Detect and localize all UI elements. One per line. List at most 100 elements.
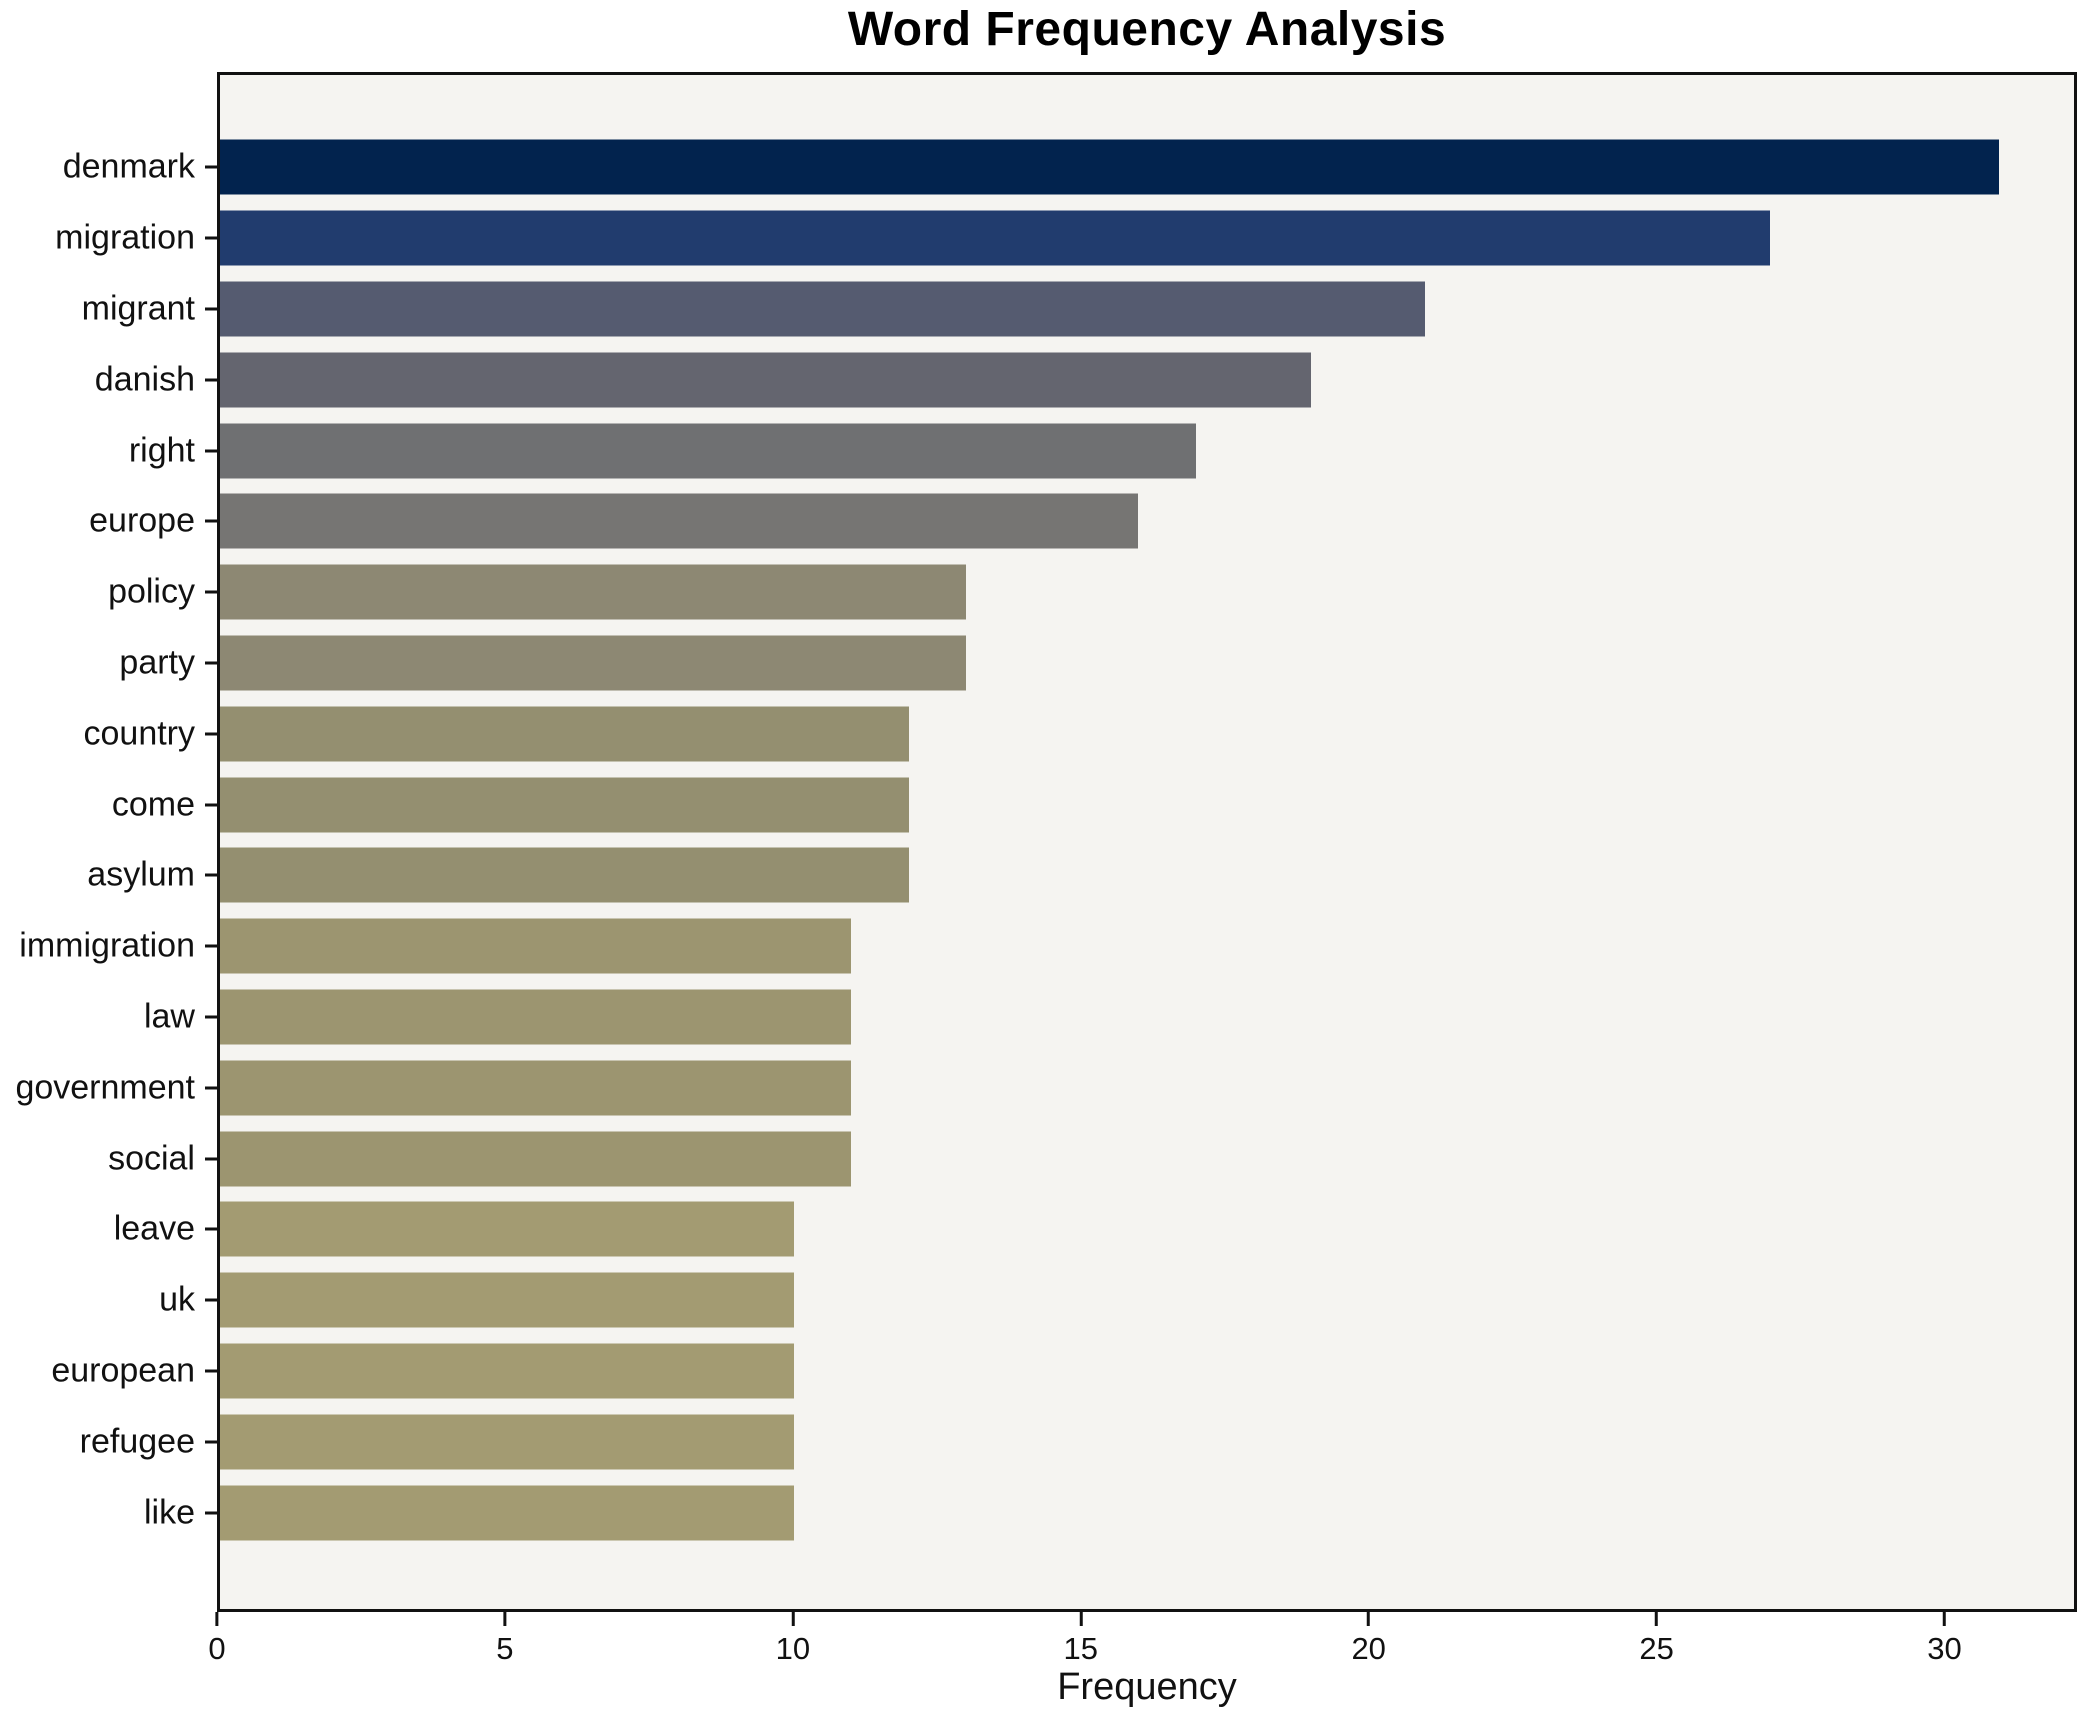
y-tick-mark	[205, 590, 218, 594]
category-label: party	[119, 643, 195, 682]
x-tick-label: 25	[1639, 1631, 1674, 1666]
y-tick-mark	[205, 1015, 218, 1019]
y-tick-mark	[205, 873, 218, 877]
y-tick-mark	[205, 449, 218, 453]
bar-row: government	[15, 1052, 2074, 1123]
category-label: europe	[89, 501, 195, 540]
frequency-bar	[220, 777, 909, 833]
x-tick: 25	[1639, 1612, 1674, 1667]
bar-row: european	[51, 1336, 2074, 1407]
y-tick-mark	[205, 1298, 218, 1302]
y-tick-mark	[205, 803, 218, 807]
frequency-bar	[220, 493, 1139, 549]
frequency-bar	[220, 635, 967, 691]
frequency-bar	[220, 352, 1311, 408]
category-label: social	[108, 1139, 195, 1178]
y-tick-mark	[205, 519, 218, 523]
x-tick: 30	[1927, 1612, 1962, 1667]
bar-row: migrant	[82, 274, 2074, 345]
x-tick-label: 15	[1063, 1631, 1099, 1666]
frequency-bar	[220, 1485, 794, 1541]
frequency-bar	[220, 989, 852, 1045]
y-tick-mark	[205, 1157, 218, 1161]
frequency-bar	[220, 564, 967, 620]
bar-row: country	[84, 698, 2074, 769]
bar-rows: denmark migration migrant danish right europe…	[15, 75, 2074, 1609]
y-tick-mark	[205, 1086, 218, 1090]
bar-row: right	[129, 415, 2074, 486]
category-label: government	[15, 1068, 195, 1107]
x-axis: 0 5 10 15 20 25 30	[208, 1612, 2077, 1682]
bar-row: asylum	[87, 840, 2074, 911]
x-tick: 0	[208, 1612, 226, 1667]
bar-row: leave	[114, 1194, 2074, 1265]
category-label: like	[143, 1493, 195, 1532]
x-tick-mark	[503, 1612, 507, 1626]
x-tick: 10	[776, 1612, 810, 1667]
category-label: immigration	[19, 926, 195, 965]
category-label: migration	[55, 218, 195, 257]
x-tick-label: 10	[775, 1631, 811, 1666]
frequency-bar	[220, 210, 1770, 266]
x-tick: 5	[496, 1612, 514, 1667]
y-tick-mark	[205, 944, 218, 948]
frequency-bar	[220, 139, 2000, 195]
bar-row: policy	[108, 557, 2074, 628]
x-tick-label: 30	[1927, 1631, 1962, 1666]
x-tick: 15	[1064, 1612, 1098, 1667]
category-label: danish	[94, 360, 195, 399]
frequency-bar	[220, 423, 1196, 479]
frequency-bar	[220, 918, 852, 974]
frequency-bar	[220, 281, 1426, 337]
bar-row: migration	[55, 203, 2074, 274]
y-tick-mark	[205, 236, 218, 240]
bar-row: denmark	[63, 132, 2074, 203]
category-label: refugee	[79, 1422, 195, 1461]
x-axis-label: Frequency	[1057, 1666, 1237, 1708]
x-tick-label: 0	[208, 1631, 226, 1666]
y-tick-mark	[205, 165, 218, 169]
bar-row: uk	[159, 1265, 2074, 1336]
frequency-bar	[220, 1414, 794, 1470]
bar-row: europe	[89, 486, 2074, 557]
frequency-bar	[220, 1131, 852, 1187]
y-tick-mark	[205, 1511, 218, 1515]
bar-row: immigration	[19, 911, 2074, 982]
bar-row: danish	[95, 344, 2074, 415]
category-label: right	[128, 431, 195, 470]
x-tick-label: 20	[1351, 1631, 1386, 1666]
x-tick-mark	[1079, 1612, 1083, 1626]
x-tick: 20	[1351, 1612, 1386, 1667]
bar-row: like	[144, 1477, 2074, 1548]
category-label: denmark	[62, 147, 195, 186]
bar-row: party	[119, 628, 2074, 699]
category-label: country	[83, 714, 196, 753]
frequency-bar	[220, 1343, 794, 1399]
category-label: policy	[108, 572, 195, 611]
frequency-bar	[220, 706, 909, 762]
frequency-bar	[220, 1201, 794, 1257]
bar-row: social	[108, 1123, 2074, 1194]
y-tick-mark	[205, 378, 218, 382]
y-tick-mark	[205, 1227, 218, 1231]
category-label: asylum	[87, 855, 195, 894]
chart-title: Word Frequency Analysis	[847, 3, 1447, 56]
category-label: uk	[159, 1280, 195, 1319]
category-label: leave	[113, 1209, 195, 1248]
y-tick-mark	[205, 661, 218, 665]
bar-row: come	[112, 769, 2074, 840]
category-label: european	[51, 1351, 195, 1390]
category-label: law	[143, 997, 195, 1036]
bar-row: refugee	[80, 1406, 2074, 1477]
category-label: come	[111, 785, 195, 824]
x-tick-mark	[215, 1612, 219, 1626]
category-label: migrant	[81, 289, 195, 328]
frequency-bar	[220, 847, 909, 903]
x-tick-mark	[1367, 1612, 1371, 1626]
y-tick-mark	[205, 307, 218, 311]
x-tick-mark	[1943, 1612, 1947, 1626]
frequency-bar	[220, 1060, 852, 1116]
x-tick-label: 5	[496, 1631, 514, 1666]
plot-area: denmark migration migrant danish right europe…	[15, 72, 2077, 1612]
